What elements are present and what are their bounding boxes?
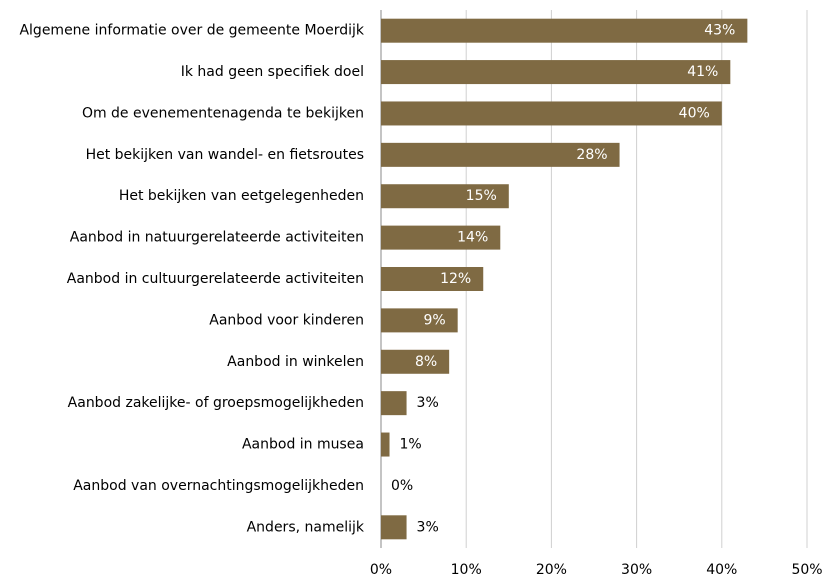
y-tick-label: Aanbod voor kinderen (209, 312, 364, 328)
x-tick-label: 10% (451, 562, 482, 578)
x-tick-label: 20% (536, 562, 567, 578)
data-label: 28% (576, 147, 607, 163)
bar (381, 18, 748, 43)
data-label: 9% (423, 312, 445, 328)
bar (381, 101, 722, 126)
x-tick-label: 40% (706, 562, 737, 578)
y-tick-label: Ik had geen specifiek doel (181, 64, 364, 80)
bar (381, 432, 390, 457)
bar (381, 267, 484, 291)
data-label: 43% (704, 23, 735, 39)
y-tick-label: Het bekijken van wandel- en fietsroutes (86, 147, 364, 163)
data-label: 14% (457, 230, 488, 246)
x-tick-label: 50% (791, 562, 822, 578)
data-label: 1% (400, 437, 422, 453)
bar (381, 225, 501, 250)
data-label: 0% (391, 478, 413, 494)
bar (381, 391, 407, 416)
y-tick-label: Algemene informatie over de gemeente Moe… (19, 23, 364, 39)
y-tick-label: Anders, namelijk (247, 519, 365, 535)
data-label: 8% (415, 354, 437, 370)
bar (381, 60, 731, 85)
y-tick-label: Aanbod in winkelen (227, 354, 364, 370)
bar (381, 184, 509, 209)
x-tick-label: 0% (370, 562, 392, 578)
y-tick-label: Aanbod in cultuurgerelateerde activiteit… (67, 271, 364, 287)
bar (381, 349, 450, 374)
data-label: 15% (466, 188, 497, 204)
bar (381, 515, 407, 540)
data-label: 40% (679, 105, 710, 121)
y-tick-label: Het bekijken van eetgelegenheden (119, 188, 364, 204)
data-label: 3% (417, 519, 439, 535)
y-tick-label: Om de evenementenagenda te bekijken (82, 105, 364, 121)
y-tick-label: Aanbod zakelijke- of groepsmogelijkheden (68, 395, 364, 411)
data-label: 41% (687, 64, 718, 80)
data-label: 3% (417, 395, 439, 411)
data-label: 12% (440, 271, 471, 287)
bar (381, 308, 458, 333)
y-tick-label: Aanbod van overnachtingsmogelijkheden (73, 478, 364, 494)
bar (381, 142, 620, 167)
y-tick-label: Aanbod in musea (242, 437, 364, 453)
x-tick-label: 30% (621, 562, 652, 578)
y-tick-label: Aanbod in natuurgerelateerde activiteite… (70, 230, 364, 246)
